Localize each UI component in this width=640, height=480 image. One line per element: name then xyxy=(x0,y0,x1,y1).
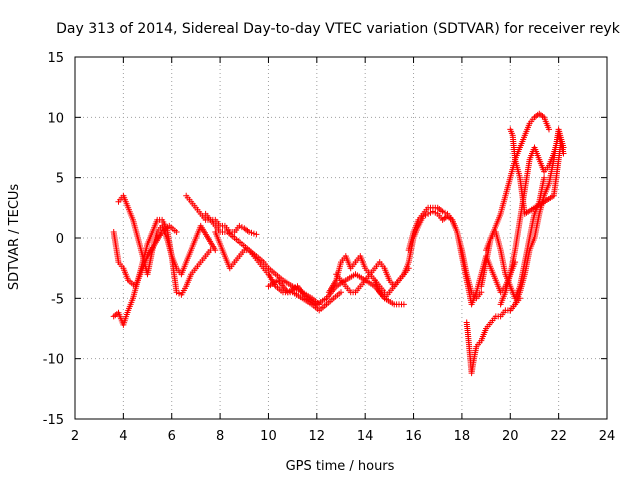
y-tick-label: -5 xyxy=(51,292,64,307)
data-point xyxy=(173,229,180,235)
y-axis-label: SDTVAR / TECUs xyxy=(7,184,22,291)
chart-title: Day 313 of 2014, Sidereal Day-to-day VTE… xyxy=(56,21,621,37)
data-point xyxy=(560,150,567,157)
x-tick-label: 24 xyxy=(599,429,616,444)
y-tick-label: 10 xyxy=(47,111,64,126)
data-points xyxy=(110,110,567,377)
x-tick-label: 4 xyxy=(119,429,127,444)
data-point xyxy=(253,231,260,238)
y-tick-label: -15 xyxy=(43,413,64,428)
data-point xyxy=(546,126,552,133)
x-tick-label: 18 xyxy=(454,429,471,444)
data-point xyxy=(207,247,214,254)
data-point xyxy=(338,289,344,296)
x-tick-label: 12 xyxy=(309,429,326,444)
x-tick-label: 14 xyxy=(357,429,374,444)
x-tick-label: 16 xyxy=(405,429,422,444)
x-tick-label: 6 xyxy=(168,429,176,444)
y-tick-label: 5 xyxy=(56,172,64,187)
data-point xyxy=(400,301,407,308)
y-tick-label: 15 xyxy=(47,51,64,66)
y-tick-label: -10 xyxy=(43,353,64,368)
x-tick-label: 2 xyxy=(71,429,79,444)
x-tick-label: 22 xyxy=(550,429,567,444)
x-tick-label: 20 xyxy=(502,429,519,444)
data-point xyxy=(541,174,548,181)
x-tick-label: 10 xyxy=(260,429,277,444)
x-tick-label: 8 xyxy=(216,429,224,444)
x-axis-label: GPS time / hours xyxy=(286,459,395,474)
y-tick-label: 0 xyxy=(56,232,64,247)
